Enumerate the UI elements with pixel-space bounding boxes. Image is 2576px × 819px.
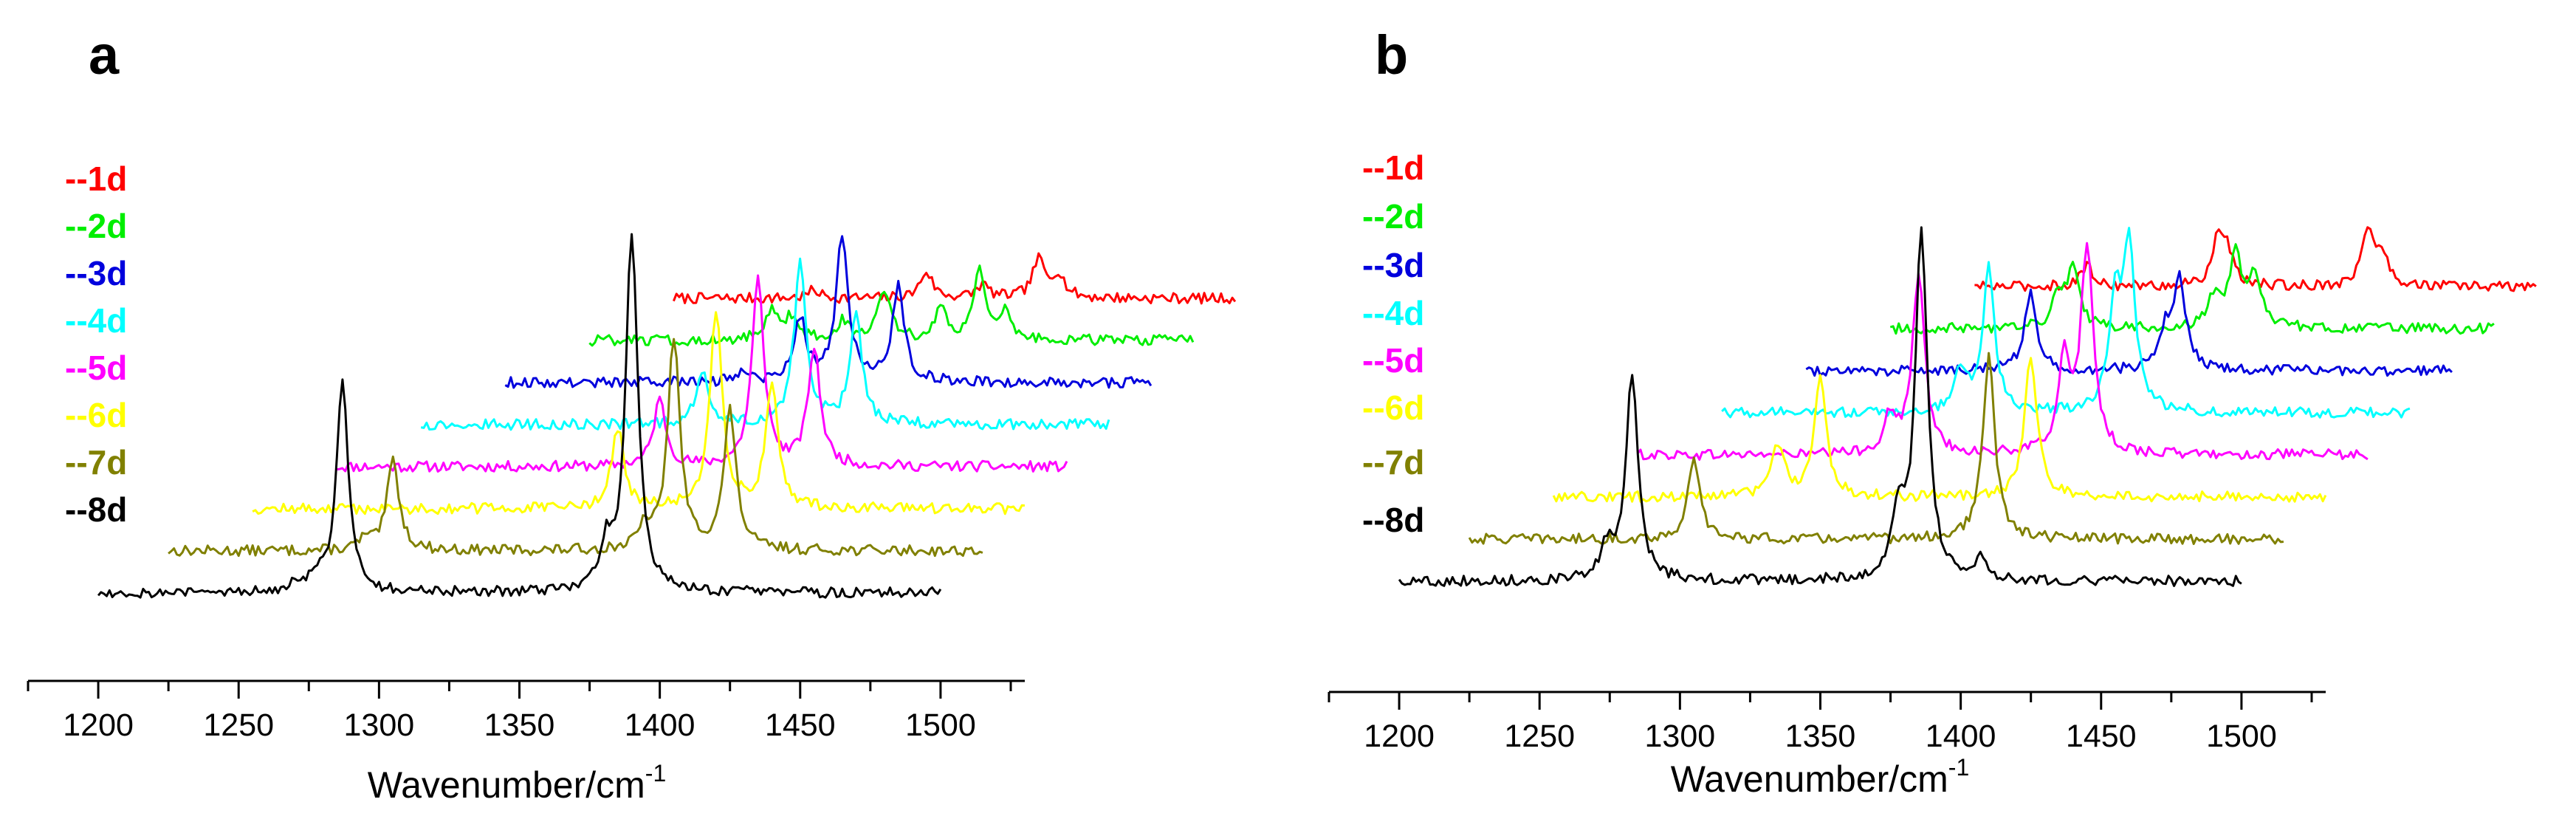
series-line-8d	[1398, 226, 2242, 587]
series-layer	[1398, 226, 2537, 587]
series-line-6d	[1552, 357, 2327, 503]
series-line-1d	[1974, 226, 2537, 292]
panel-b: b --1d --2d --3d --4d --5d --6d --7d --8…	[1328, 24, 2537, 800]
x-tick-label: 1450	[2066, 719, 2137, 754]
legend-entry-8d: --8d	[65, 490, 127, 529]
x-tick-labels: 1200 1250 1300 1350 1400 1450 1500	[1364, 719, 2277, 754]
series-line-8d	[97, 233, 942, 599]
x-tick-label: 1350	[1785, 719, 1856, 754]
x-tick-label: 1250	[203, 707, 274, 743]
panel-letter: b	[1375, 24, 1408, 86]
series-line-4d	[1721, 227, 2411, 419]
legend-entry-1d: --1d	[1362, 148, 1424, 187]
legend-entry-6d: --6d	[65, 396, 127, 434]
legend-entry-5d: --5d	[65, 349, 127, 387]
x-tick-label: 1400	[1926, 719, 1996, 754]
series-line-4d	[420, 257, 1110, 431]
legend-entry-2d: --2d	[65, 207, 127, 245]
x-tick-label: 1300	[1645, 719, 1716, 754]
x-axis-label: Wavenumber/cm-1	[1671, 754, 1969, 800]
x-ticks	[27, 681, 1012, 699]
series-line-5d	[337, 274, 1068, 473]
series-line-2d	[1889, 243, 2495, 335]
series-line-2d	[588, 264, 1195, 347]
legend: --1d --2d --3d --4d --5d --6d --7d --8d	[1362, 148, 1424, 539]
legend-entry-4d: --4d	[1362, 294, 1424, 332]
x-tick-label: 1250	[1504, 719, 1575, 754]
x-tick-labels: 1200 1250 1300 1350 1400 1450 1500	[63, 707, 976, 743]
legend-entry-7d: --7d	[1362, 443, 1424, 482]
series-layer	[97, 233, 1237, 599]
series-line-3d	[1805, 270, 2453, 377]
panel-letter: a	[89, 24, 120, 86]
legend-entry-6d: --6d	[1362, 388, 1424, 427]
x-tick-label: 1400	[625, 707, 695, 743]
panel-a: a --1d --2d --3d --4d --5d --6d --7d --8…	[27, 24, 1237, 806]
legend-entry-3d: --3d	[65, 254, 127, 292]
x-axis-label: Wavenumber/cm-1	[368, 760, 666, 806]
x-tick-label: 1200	[1364, 719, 1435, 754]
x-tick-label: 1500	[905, 707, 976, 743]
x-tick-label: 1500	[2206, 719, 2277, 754]
legend-entry-5d: --5d	[1362, 341, 1424, 380]
legend: --1d --2d --3d --4d --5d --6d --7d --8d	[65, 160, 127, 529]
legend-entry-1d: --1d	[65, 160, 127, 198]
x-tick-label: 1300	[344, 707, 415, 743]
legend-entry-3d: --3d	[1362, 246, 1424, 284]
legend-entry-7d: --7d	[65, 443, 127, 482]
legend-entry-4d: --4d	[65, 301, 127, 340]
series-line-6d	[252, 311, 1026, 515]
legend-entry-8d: --8d	[1362, 501, 1424, 539]
x-tick-label: 1200	[63, 707, 134, 743]
series-line-7d	[168, 337, 983, 558]
legend-entry-2d: --2d	[1362, 197, 1424, 236]
series-line-1d	[673, 252, 1237, 305]
series-line-7d	[1468, 352, 2284, 545]
series-line-5d	[1637, 241, 2369, 461]
x-ticks	[1328, 692, 2313, 710]
x-tick-label: 1350	[484, 707, 555, 743]
series-line-3d	[504, 235, 1153, 389]
x-tick-label: 1450	[765, 707, 836, 743]
